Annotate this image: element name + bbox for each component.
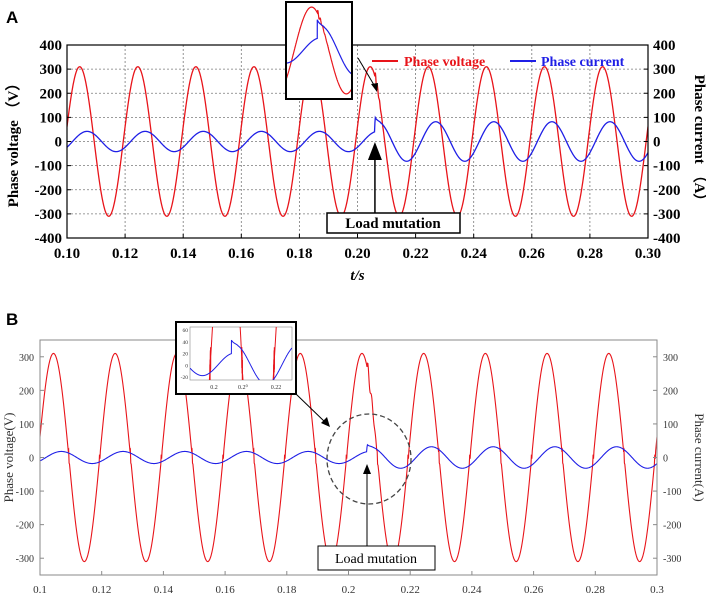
inset-x-tick-label-b: 0.2⁰ [238,384,249,391]
y-tick-label-right: 200 [653,86,676,102]
inset-line-current [287,19,351,75]
y-tick-label-left-b: 300 [19,353,34,364]
legend-label-phase-current: Phase current [541,55,625,70]
y-tick-label-right: -300 [653,207,681,223]
x-tick-label: 0.12 [112,246,138,262]
x-tick-label-b: 0.2 [342,584,356,595]
y-tick-label-left: 300 [40,62,63,78]
x-tick-label: 0.14 [170,246,197,262]
plot-frame-b [39,339,658,576]
series-line-phase-current [67,115,648,162]
y-tick-label-right: 100 [653,110,676,126]
y-axis-label-left: Phase voltage （V） [4,76,22,208]
inset-y-tick-label-b: 0 [185,363,188,369]
y-tick-label-left: 200 [40,86,63,102]
y-axis-label-left-b: Phase voltage(V) [1,413,16,503]
inset-pointer-arrowhead [371,83,378,92]
y-tick-label-left-b: -100 [16,487,34,498]
panel-b-tag: B [6,310,18,329]
inset-y-tick-label-b: 20 [183,352,189,358]
x-tick-label-b: 0.24 [462,584,482,595]
x-tick-label-b: 0.22 [401,584,420,595]
annotation-arrowhead [367,142,382,160]
x-tick-label: 0.18 [286,246,312,262]
legend-label-phase-voltage: Phase voltage [404,55,485,70]
y-tick-label-right-b: -100 [663,487,681,498]
x-tick-label: 0.28 [577,246,603,262]
y-tick-label-right-b: 0 [663,454,668,465]
inset-x-tick-label-b: 0.22 [271,385,282,391]
y-tick-label-right-b: -200 [663,521,681,532]
annotation-arrowhead-b [363,464,372,474]
inset-y-tick-label-b: 40 [183,340,189,346]
annotation-box [326,212,461,234]
inset-pointer-arrowhead-b [321,417,330,427]
y-tick-label-right: 0 [653,135,661,151]
y-tick-label-right: -100 [653,159,681,175]
x-tick-label-b: 0.16 [215,584,235,595]
inset-x-tick-label-b: 0.2 [210,385,218,391]
inset-frame-b [175,321,297,395]
y-axis-label-right: Phase current （A） [691,75,706,209]
annotation-box-b [317,545,436,571]
y-tick-label-right-b: -300 [663,554,681,565]
y-tick-label-left: 0 [55,135,63,151]
x-tick-label-b: 0.26 [524,584,544,595]
x-tick-label-b: 0.1 [33,584,47,595]
x-tick-label-b: 0.3 [650,584,664,595]
inset-y-tick-label-b: -20 [181,375,189,381]
y-tick-label-left-b: -300 [16,554,34,565]
x-tick-label-b: 0.12 [92,584,111,595]
y-tick-label-right-b: 300 [663,353,678,364]
y-tick-label-right-b: 100 [663,420,678,431]
legend: Phase voltage Phase current [372,55,625,70]
y-tick-label-left-b: 0 [29,454,34,465]
x-tick-label-b: 0.28 [586,584,606,595]
inset-line-voltage-b [208,327,277,380]
y-tick-label-left: -200 [35,183,63,199]
x-tick-label: 0.10 [54,246,80,262]
inset-line-current-b [190,339,292,380]
y-tick-label-left: -300 [35,207,63,223]
y-tick-label-left-b: 100 [19,420,34,431]
x-axis-label: t/s [350,268,364,284]
y-tick-label-left: -100 [35,159,63,175]
y-tick-label-right: -400 [653,231,681,247]
y-tick-label-right: -200 [653,183,681,199]
series-line-phase-voltage-b [40,352,657,563]
y-axis-label-right-b: Phase current(A) [692,413,706,501]
y-tick-label-right-b: 200 [663,386,678,397]
series-line-phase-voltage [67,66,648,217]
x-tick-label: 0.24 [461,246,488,262]
panel-b-chart: 0.1 0.12 0.14 0.16 0.18 0.2 0.22 0.24 0.26 0.28 0.… [1,321,706,595]
series-line-phase-current-b [40,443,657,469]
y-tick-label-left-b: 200 [19,386,34,397]
y-tick-label-right: 400 [653,38,676,54]
inset-plot-b [190,327,292,380]
y-tick-label-left: -400 [35,231,63,247]
panel-a-chart: 0.10 0.12 0.14 0.16 0.18 0.20 0.22 0.24 0.26 0.28… [4,1,706,284]
x-tick-label-b: 0.14 [154,584,174,595]
x-tick-label: 0.16 [228,246,255,262]
x-tick-label: 0.20 [344,246,370,262]
inset-pointer-line-b [295,393,327,424]
inset-line-voltage [287,6,351,95]
inset-y-tick-label-b: 60 [183,328,189,334]
annotation-label: Load mutation [345,216,441,232]
x-tick-label-b: 0.18 [277,584,297,595]
y-tick-label-right: 300 [653,62,676,78]
inset-plot [287,6,351,95]
highlight-circle-b [326,413,412,505]
x-tick-label: 0.26 [519,246,546,262]
y-tick-label-left: 400 [40,38,63,54]
annotation-label-b: Load mutation [335,552,417,567]
y-tick-label-left-b: -200 [16,521,34,532]
inset-plot-frame-b [189,326,293,381]
x-tick-label: 0.22 [402,246,428,262]
panel-a-tag: A [6,8,18,27]
x-tick-label: 0.30 [635,246,661,262]
y-tick-label-left: 100 [40,110,63,126]
